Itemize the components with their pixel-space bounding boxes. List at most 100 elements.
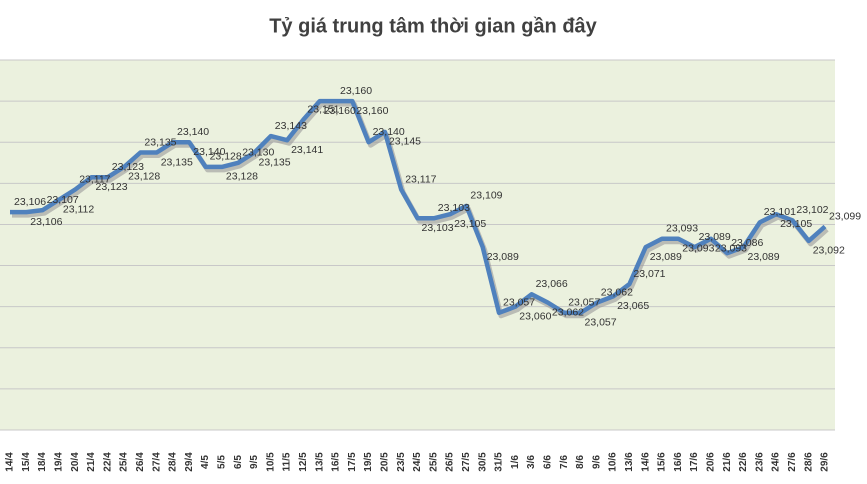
x-tick-label: 5/5: [217, 455, 228, 469]
x-tick-label: 7/6: [559, 455, 570, 469]
x-tick-label: 9/5: [249, 455, 260, 469]
x-tick-label: 15/4: [21, 452, 32, 472]
data-label: 23,143: [275, 120, 307, 132]
data-label: 23,123: [112, 161, 144, 173]
x-tick-label: 19/4: [54, 452, 65, 472]
x-tick-label: 13/6: [624, 452, 635, 472]
x-tick-label: 3/6: [526, 455, 537, 469]
x-tick-label: 15/6: [657, 452, 668, 472]
x-tick-label: 16/6: [673, 452, 684, 472]
x-tick-label: 26/4: [135, 452, 146, 472]
data-label: 23,092: [813, 245, 845, 257]
data-label: 23,057: [585, 317, 617, 329]
x-tick-label: 12/5: [298, 452, 309, 472]
data-label: 23,062: [601, 286, 633, 298]
data-label: 23,089: [650, 251, 682, 263]
x-tick-label: 22/6: [738, 452, 749, 472]
data-label: 23,060: [519, 310, 551, 322]
x-tick-label: 20/4: [70, 452, 81, 472]
data-label: 23,128: [210, 151, 242, 163]
x-tick-label: 28/4: [168, 452, 179, 472]
x-tick-label: 27/5: [461, 452, 472, 472]
x-tick-label: 21/6: [722, 452, 733, 472]
x-tick-label: 17/5: [347, 452, 358, 472]
data-label: 23,140: [177, 126, 209, 138]
x-tick-label: 14/6: [640, 452, 651, 472]
x-tick-label: 22/4: [102, 452, 113, 472]
x-tick-label: 27/6: [787, 452, 798, 472]
data-label: 23,066: [536, 278, 568, 290]
data-label: 23,102: [796, 204, 828, 216]
data-label: 23,089: [748, 251, 780, 263]
data-label: 23,057: [568, 297, 600, 309]
data-label: 23,093: [715, 243, 747, 255]
x-tick-label: 11/5: [282, 452, 293, 471]
x-tick-label: 9/6: [591, 455, 602, 469]
x-tick-label: 14/4: [5, 452, 16, 472]
data-label: 23,123: [96, 181, 128, 193]
x-tick-label: 1/6: [510, 455, 521, 469]
data-label: 23,065: [617, 300, 649, 312]
data-label: 23,160: [356, 105, 388, 117]
x-tick-label: 21/4: [86, 452, 97, 472]
data-label: 23,103: [438, 202, 470, 214]
data-label: 23,117: [79, 173, 110, 185]
data-label: 23,089: [487, 251, 519, 263]
data-label: 23,160: [324, 105, 356, 117]
data-label: 23,105: [780, 218, 812, 230]
x-tick-label: 25/4: [119, 452, 130, 472]
data-label: 23,057: [503, 297, 535, 309]
data-label: 23,140: [193, 146, 225, 158]
data-label: 23,099: [829, 210, 861, 222]
data-label: 23,062: [552, 306, 584, 318]
data-label: 23,141: [291, 144, 323, 156]
data-label: 23,106: [14, 196, 46, 208]
data-label: 23,089: [699, 231, 731, 243]
data-label: 23,145: [389, 136, 421, 148]
x-tick-label: 8/6: [575, 455, 586, 469]
data-label: 23,107: [47, 194, 79, 206]
x-tick-label: 26/5: [445, 452, 456, 472]
chart-title: Tỷ giá trung tâm thời gian gần đây: [269, 15, 597, 37]
x-tick-label: 17/6: [689, 452, 700, 472]
data-label: 23,106: [30, 216, 62, 228]
x-tick-label: 23/5: [396, 452, 407, 472]
line: [10, 98, 827, 316]
x-tick-label: 10/5: [265, 452, 276, 472]
x-tick-label: 27/4: [151, 452, 162, 472]
x-tick-label: 4/5: [200, 455, 211, 469]
x-tick-label: 20/5: [380, 452, 391, 472]
data-label: 23,071: [633, 268, 665, 280]
x-tick-label: 25/5: [428, 452, 439, 472]
data-label: 23,160: [340, 85, 372, 97]
data-label: 23,128: [226, 171, 258, 183]
data-label: 23,093: [682, 243, 714, 255]
x-tick-label: 24/5: [412, 452, 423, 472]
x-tick-label: 29/4: [184, 452, 195, 472]
data-label: 23,135: [259, 156, 291, 168]
x-tick-label: 13/5: [314, 452, 325, 472]
data-label: 23,140: [373, 126, 405, 138]
x-tick-label: 18/4: [37, 452, 48, 472]
x-tick-label: 31/5: [494, 452, 505, 472]
data-label: 23,103: [422, 222, 454, 234]
data-label: 23,135: [144, 136, 176, 148]
x-tick-label: 16/5: [331, 452, 342, 472]
x-tick-label: 6/5: [233, 455, 244, 469]
data-label: 23,112: [63, 204, 94, 216]
x-tick-label: 24/6: [771, 452, 782, 472]
x-tick-label: 10/6: [608, 452, 619, 472]
data-label: 23,151: [307, 103, 339, 115]
x-tick-label: 6/6: [543, 455, 554, 469]
data-label: 23,130: [242, 147, 274, 159]
x-tick-label: 28/6: [803, 452, 814, 472]
x-tick-label: 20/6: [706, 452, 717, 472]
data-label: 23,109: [470, 190, 502, 202]
x-tick-label: 23/6: [754, 452, 765, 472]
x-tick-label: 29/6: [820, 452, 831, 472]
x-tick-label: 19/5: [363, 452, 374, 472]
data-label: 23,105: [454, 218, 486, 230]
data-label: 23,117: [405, 173, 436, 185]
